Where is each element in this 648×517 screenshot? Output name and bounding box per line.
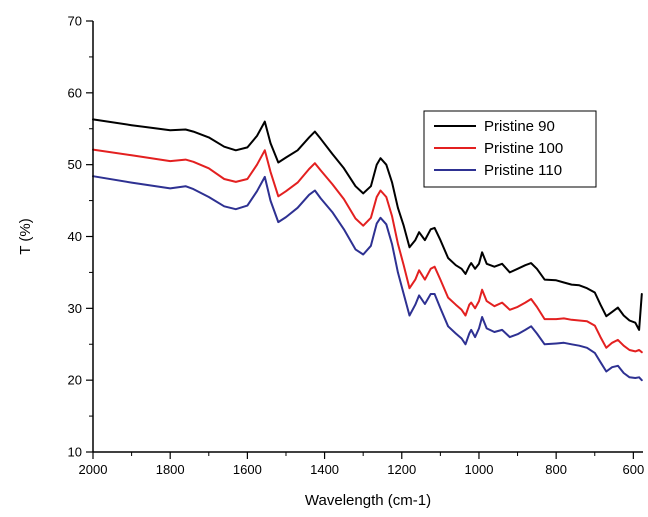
x-tick-label: 1200 [387,462,416,477]
y-tick-label: 70 [68,14,82,29]
x-tick-label: 800 [545,462,567,477]
y-ticks: 10 20 30 40 50 60 70 [68,14,93,460]
x-tick-label: 1400 [310,462,339,477]
legend-label: Pristine 90 [484,118,555,135]
x-tick-label: 1800 [156,462,185,477]
legend-label: Pristine 110 [484,162,562,179]
x-ticks: 2000 1800 1600 1400 1200 1000 800 600 [79,452,644,477]
axes-layer: 2000 1800 1600 1400 1200 1000 800 600 10 20 30 40 5… [68,14,645,478]
legend-label: Pristine 100 [484,140,563,157]
x-axis-title: Wavelength (cm-1) [305,492,431,509]
series-line-1 [92,118,643,331]
x-tick-label: 1600 [233,462,262,477]
y-tick-label: 30 [68,301,82,316]
x-tick-label: 600 [622,462,644,477]
series-line-3 [92,175,643,382]
series-layer [92,118,643,382]
y-tick-label: 60 [68,85,82,100]
y-tick-label: 20 [68,373,82,388]
x-tick-label: 1000 [465,462,494,477]
y-axis-title: T (%) [17,218,34,254]
legend: Pristine 90 Pristine 100 Pristine 110 [423,110,597,188]
y-tick-label: 10 [68,445,82,460]
y-tick-label: 40 [68,229,82,244]
y-tick-label: 50 [68,157,82,172]
series-line-2 [92,148,643,354]
x-tick-label: 2000 [79,462,108,477]
